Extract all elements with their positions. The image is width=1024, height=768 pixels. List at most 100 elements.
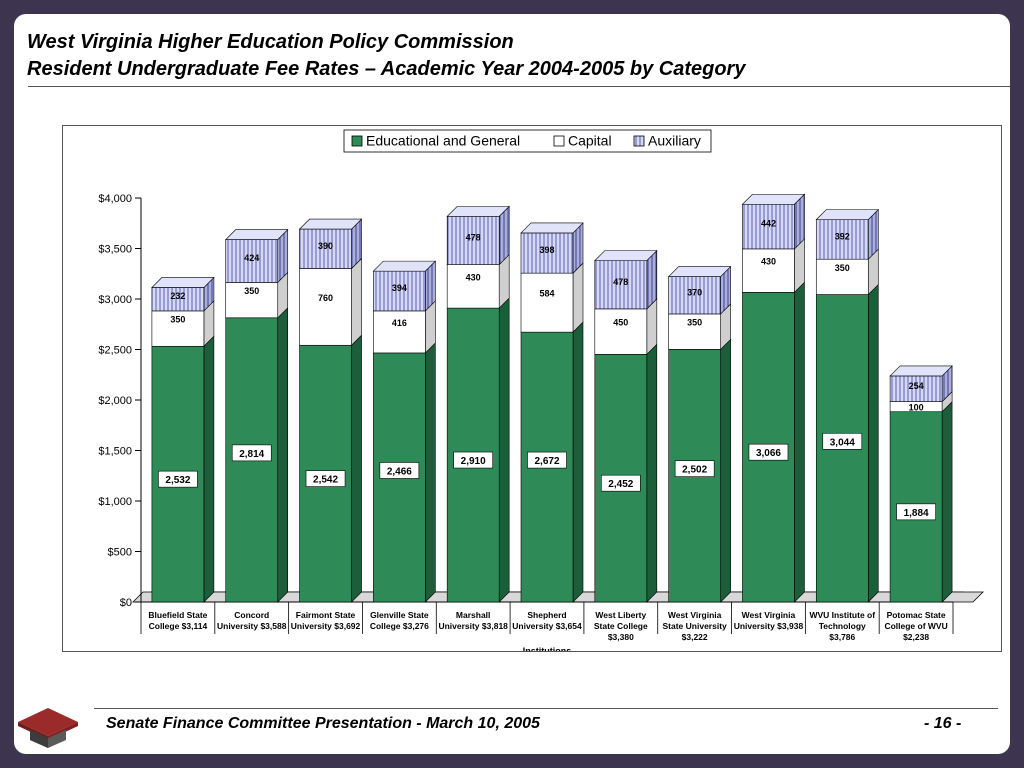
bar-segment: [889, 365, 953, 403]
bar-segment: [151, 300, 215, 347]
data-label-box: [748, 443, 789, 461]
x-tick-label: University $3,654: [512, 621, 582, 631]
x-tick-label: West Virginia: [668, 610, 722, 620]
bar-segment: [373, 300, 436, 354]
bar-side: [351, 257, 362, 346]
y-tick-label: $3,000: [98, 294, 132, 306]
x-axis-title: Institutions: [523, 646, 572, 651]
data-label: 478: [466, 233, 481, 243]
bar-top: [594, 250, 658, 261]
data-label: 392: [835, 231, 850, 241]
x-tick-label: Fairmont State: [296, 610, 356, 620]
x-tick-label: Potomac State: [887, 610, 946, 620]
data-label: 3,066: [756, 448, 781, 459]
bar-side: [794, 281, 805, 603]
data-label: 3,044: [830, 437, 855, 448]
data-label: 2,532: [165, 475, 190, 486]
bar-segment: [446, 205, 510, 266]
bar-segment: [815, 208, 879, 260]
bar-top: [741, 193, 806, 205]
data-label: 398: [539, 245, 554, 255]
bar-segment: [446, 297, 510, 603]
bar-side: [425, 342, 436, 603]
bar-front: [594, 260, 648, 310]
bar-front: [815, 219, 869, 260]
data-label: 370: [687, 287, 702, 297]
bar-front: [889, 375, 943, 402]
data-label-box: [305, 470, 346, 487]
bar-segment: [151, 335, 215, 603]
bar-front: [151, 310, 205, 347]
legend-swatch: [351, 135, 363, 147]
x-tick-label: West Virginia: [742, 610, 796, 620]
y-tick-label: $1,000: [98, 496, 132, 508]
page-number: - 16 -: [924, 715, 962, 732]
bar-segment: [298, 218, 363, 270]
data-label: 424: [244, 253, 259, 263]
bar-top: [889, 365, 953, 377]
legend-label: Educational and General: [366, 133, 520, 149]
chart-legend: Educational and General Capital Auxiliary: [343, 129, 712, 153]
bar-top: [815, 209, 879, 220]
x-tick-label: Concord: [234, 610, 269, 620]
y-tick-label: $4,000: [98, 193, 132, 205]
bar-front: [742, 248, 795, 293]
data-label: 442: [761, 219, 776, 229]
x-tick-label: University $3,588: [217, 621, 287, 631]
x-tick-label: University $3,818: [438, 621, 508, 631]
y-tick-label: $3,500: [98, 244, 132, 256]
legend-box: [343, 129, 712, 153]
bar-segment: [741, 193, 806, 250]
x-tick-label: Bluefield State: [148, 610, 207, 620]
data-label: 2,910: [461, 456, 486, 467]
bar-segment: [372, 260, 437, 312]
bar-front: [299, 268, 352, 346]
bar-segment: [225, 271, 289, 319]
x-tick-label: Marshall: [456, 610, 491, 620]
graduation-cap-icon: [18, 708, 78, 748]
data-label-box: [379, 462, 420, 479]
data-label: 416: [392, 318, 407, 328]
bar-top: [298, 218, 363, 230]
data-label: 350: [835, 263, 850, 273]
bar-top: [151, 277, 215, 288]
data-label: 350: [170, 315, 185, 325]
chart-frame: Educational and General Capital Auxiliary …: [62, 125, 1002, 652]
x-tick-label: College $3,276: [370, 621, 429, 631]
bar-front: [594, 308, 648, 355]
x-tick-label: $3,786: [829, 632, 855, 642]
data-label: 1,884: [904, 508, 929, 519]
data-label: 2,452: [608, 479, 633, 490]
page-subtitle: Resident Undergraduate Fee Rates – Acade…: [27, 58, 746, 80]
data-label: 760: [318, 293, 333, 303]
bar-segment: [742, 238, 805, 294]
data-label: 450: [613, 318, 628, 328]
y-tick-label: $1,500: [98, 446, 132, 458]
bar-segment: [594, 249, 658, 310]
data-label: 254: [909, 381, 924, 391]
x-tick-label: Glenville State: [370, 610, 429, 620]
data-label: 100: [909, 403, 924, 413]
y-tick-label: $2,000: [98, 395, 132, 407]
data-label: 350: [687, 318, 702, 328]
bar-segment: [225, 228, 289, 284]
x-tick-label: State University: [663, 621, 728, 631]
x-tick-label: College $3,114: [149, 621, 208, 631]
data-label-box: [822, 432, 863, 450]
bar-front: [225, 239, 279, 283]
bar-side: [203, 335, 215, 603]
bar-segment: [889, 400, 953, 603]
data-label-box: [158, 470, 198, 488]
bar-side: [572, 321, 584, 603]
bar-front: [446, 216, 500, 265]
x-tick-label: Technology: [819, 621, 866, 631]
x-tick-label: $3,380: [608, 632, 634, 642]
bar-segment: [594, 343, 658, 603]
legend-label: Auxiliary: [648, 133, 701, 149]
data-label: 430: [466, 272, 481, 282]
data-label-box: [527, 451, 567, 469]
bar-side: [572, 262, 584, 333]
data-label: 390: [318, 241, 333, 251]
stacked-bar-chart: Educational and General Capital Auxiliary …: [98, 129, 984, 651]
